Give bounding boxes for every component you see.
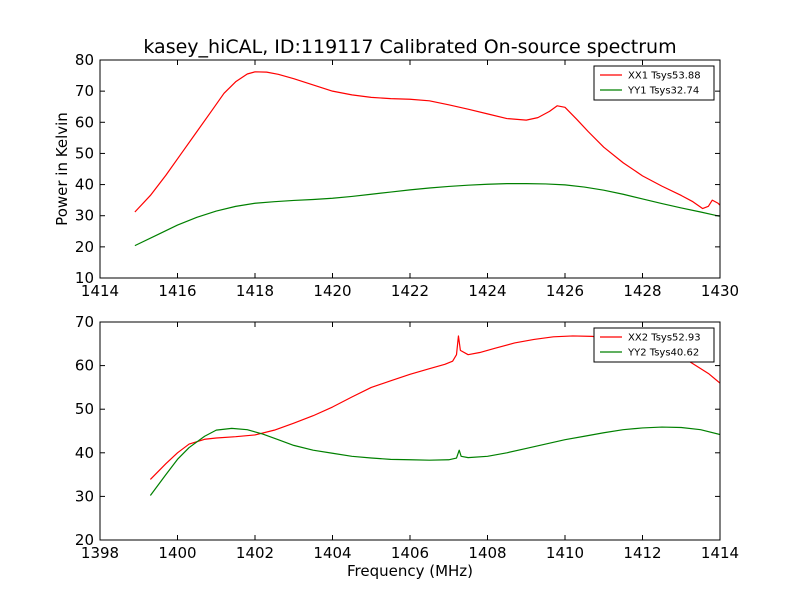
legend-box [593,327,715,363]
y-tick-label: 70 [75,82,94,100]
series-line-1-2 [134,183,720,247]
legend-label: YY2 Tsys40.62 [627,348,699,359]
y-tick-label: 60 [75,357,94,375]
top-spectrum-panel: 1414 1416 1418 1420 1422 1424 1426 1428 1430 10 20… [53,51,739,300]
x-tick-label: 1424 [468,282,506,300]
x-tick-label: 1404 [313,544,351,562]
legend-label: YY1 Tsys32.74 [627,86,699,97]
x-axis-label: Frequency (MHz) [347,562,473,580]
y-tick-label: 70 [75,313,94,331]
figure-title: kasey_hiCAL, ID:119117 Calibrated On-sou… [143,36,676,58]
x-tick-label: 1426 [546,282,584,300]
x-tick-label: 1416 [158,282,196,300]
x-tick-label: 1410 [546,544,584,562]
legend-label: XX2 Tsys52.93 [628,333,701,344]
y-tick-label: 20 [75,238,94,256]
series-line-1-1 [134,71,720,213]
series-line-2-2 [149,426,720,496]
x-tick-label: 1400 [158,544,196,562]
x-tick-label: 1428 [623,282,661,300]
series-line-2-1 [149,335,720,480]
legend: XX2 Tsys52.93 YY2 Tsys40.62 [593,327,715,363]
x-tick-label: 1402 [236,544,274,562]
y-tick-label: 20 [75,531,94,549]
y-tick-label: 50 [75,144,94,162]
x-tick-label: 1414 [701,544,739,562]
legend-box [593,65,715,101]
y-tick-label: 30 [75,207,94,225]
x-tick-label: 1406 [391,544,429,562]
y-tick-label: 30 [75,487,94,505]
y-tick-label: 40 [75,176,94,194]
x-tick-label: 1412 [623,544,661,562]
y-tick-label: 60 [75,113,94,131]
y-tick-label: 80 [75,51,94,69]
bottom-spectrum-panel: 1398 1400 1402 1404 1406 1408 1410 1412 1414 20 30… [75,313,739,580]
x-tick-label: 1408 [468,544,506,562]
plot-area [149,335,720,496]
x-tick-label: 1430 [701,282,739,300]
x-tick-label: 1420 [313,282,351,300]
legend: XX1 Tsys53.88 YY1 Tsys32.74 [593,65,715,101]
legend-label: XX1 Tsys53.88 [628,71,701,82]
y-axis-label: Power in Kelvin [53,112,71,226]
y-tick-label: 50 [75,400,94,418]
plot-area [134,71,720,247]
y-tick-label: 40 [75,444,94,462]
y-tick-label: 10 [75,269,94,287]
x-tick-label: 1398 [81,544,119,562]
x-tick-label: 1418 [236,282,274,300]
x-tick-label: 1414 [81,282,119,300]
x-tick-label: 1422 [391,282,429,300]
